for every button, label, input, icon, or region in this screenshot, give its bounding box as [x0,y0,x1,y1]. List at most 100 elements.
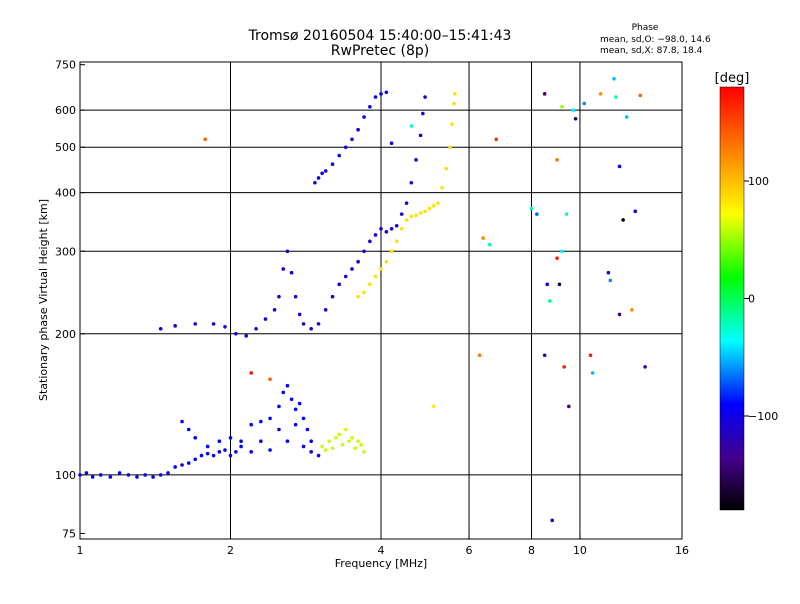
y-tick-label: 300 [55,245,76,258]
data-point [199,453,204,458]
data-point [633,209,638,214]
data-point [481,236,485,240]
y-axis-label: Stationary phase Virtual Height [km] [37,199,50,401]
data-point [356,294,360,299]
data-point [350,436,354,440]
data-point [289,397,294,402]
data-point [305,427,310,432]
data-point [571,108,576,112]
x-tick-label: 2 [227,544,234,557]
data-point [404,218,409,222]
data-point [268,377,272,382]
data-point [259,439,263,444]
data-point [560,104,564,109]
data-point [350,137,354,142]
x-tick-label: 16 [675,544,689,557]
data-points [78,76,647,523]
data-point [239,439,243,444]
data-point [334,436,338,440]
data-point [330,446,335,451]
data-point [362,249,366,254]
data-point [313,180,317,185]
data-point [453,92,457,96]
data-point [98,473,103,477]
data-point [143,473,147,477]
data-point [340,442,345,447]
data-point [228,453,233,458]
data-point [277,427,281,432]
data-point [550,518,554,523]
data-point [564,212,569,216]
data-point [151,475,155,479]
x-tick-label: 6 [466,544,473,557]
data-point [217,450,222,454]
data-point [347,439,351,444]
data-point [436,201,440,205]
data-point [379,267,383,271]
data-point [223,448,227,452]
x-axis-label: Frequency [MHz] [335,557,427,570]
data-point [277,294,281,299]
data-point [444,166,448,171]
data-point [421,111,425,116]
data-point [368,104,372,109]
data-point [234,332,238,336]
data-point [418,211,423,215]
data-point [529,206,534,211]
data-point [173,465,177,469]
data-point [643,365,647,369]
data-point [281,267,286,271]
data-point [535,212,539,216]
data-point [590,371,595,375]
data-point [78,473,82,477]
data-point [285,439,290,444]
data-point [244,334,249,338]
data-point [180,419,184,424]
data-point [350,267,354,271]
y-tick-label: 400 [55,187,76,200]
data-point [617,164,622,169]
data-point [356,259,360,264]
data-point [316,176,321,180]
data-point [373,95,378,99]
data-point [343,427,348,432]
data-point [301,416,306,421]
data-point [409,124,414,128]
colorbar-ticks: 100 0 −100 [744,175,778,423]
data-point [384,230,389,234]
data-point [399,212,404,216]
data-point [327,439,331,444]
phase-heading: Phase [632,23,659,33]
data-point [545,282,550,287]
colorbar-tick-label: 100 [748,175,769,188]
colorbar-tick-label: 0 [748,293,755,306]
data-point [343,274,348,279]
x-tick-label: 1 [77,544,84,557]
x-axis: 1 2 4 6 8 10 16 [77,534,689,557]
data-point [263,317,268,321]
data-point [409,214,414,219]
data-point [193,457,198,462]
y-tick-label: 500 [55,141,76,154]
data-point [431,404,436,409]
data-point [309,439,313,444]
data-point [621,218,625,222]
chart-title: Tromsø 20160504 15:40:00–15:41:43 [248,28,512,44]
data-point [450,122,454,126]
data-point [557,282,562,287]
data-point [359,442,363,447]
data-point [356,439,360,444]
data-point [389,141,394,146]
data-point [330,294,335,299]
data-point [330,162,335,167]
data-point [477,353,482,358]
data-point [423,95,427,99]
data-point [337,432,342,437]
chart-subtitle: RwPretec (8p) [331,43,429,59]
y-axis: 75 100 200 300 400 500 600 750 [55,59,85,540]
data-point [293,407,298,412]
data-point [309,326,313,331]
data-point [573,116,578,121]
data-point [173,324,177,328]
